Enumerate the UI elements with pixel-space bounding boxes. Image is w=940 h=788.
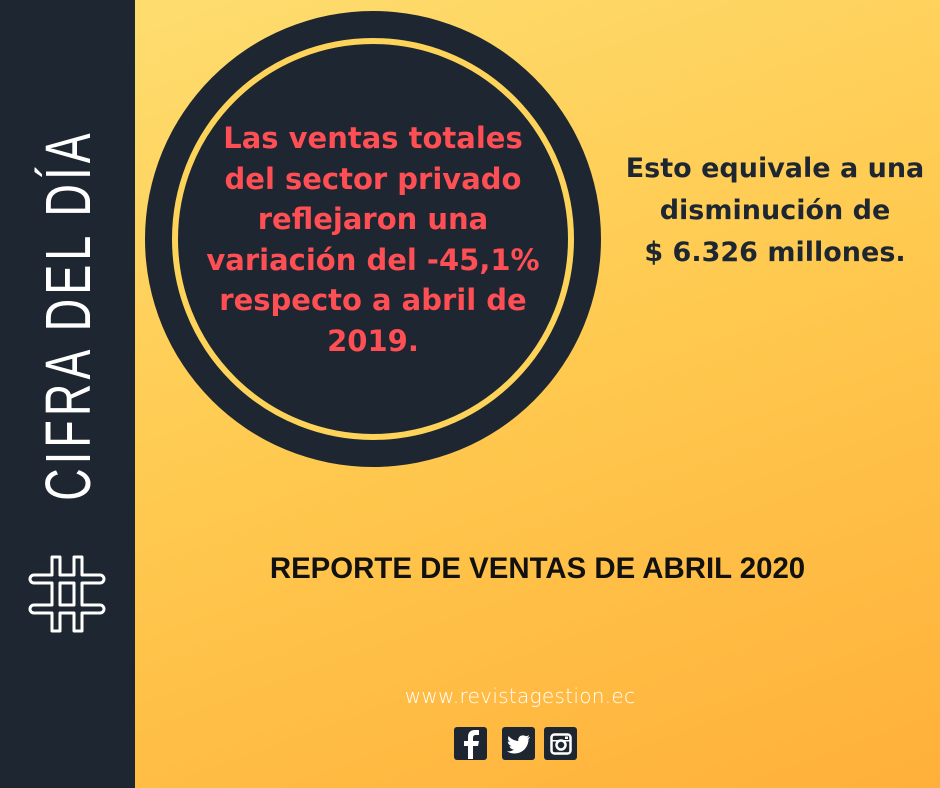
highlight-circle xyxy=(145,11,601,467)
text-line: Las ventas totales xyxy=(223,121,523,155)
text-line: disminución de xyxy=(659,195,891,226)
facebook-icon[interactable] xyxy=(454,727,487,760)
circle-ring xyxy=(172,38,574,440)
text-line: reflejaron una xyxy=(257,202,489,236)
text-line: 2019. xyxy=(327,323,419,358)
instagram-icon[interactable] xyxy=(544,727,577,760)
text-line: $ 6.326 millones. xyxy=(644,237,906,268)
circle-statement: Las ventas totales del sector privado re… xyxy=(195,118,551,361)
text-line: Esto equivale a una xyxy=(625,153,925,184)
text-line: variación del -45,1% xyxy=(206,242,540,277)
hashtag-icon xyxy=(28,555,106,633)
text-line: respecto a abril de xyxy=(219,283,527,317)
sidebar: CIFRA DEL DÍA xyxy=(0,0,135,788)
sidebar-title: CIFRA DEL DÍA xyxy=(32,129,104,501)
report-title: REPORTE DE VENTAS DE ABRIL 2020 xyxy=(269,552,806,585)
equivalence-statement: Esto equivale a una disminución de $ 6.3… xyxy=(612,148,938,274)
twitter-icon[interactable] xyxy=(502,727,535,760)
text-line: del sector privado xyxy=(224,161,522,196)
website-link[interactable]: www.revistagestion.ec xyxy=(404,684,636,708)
